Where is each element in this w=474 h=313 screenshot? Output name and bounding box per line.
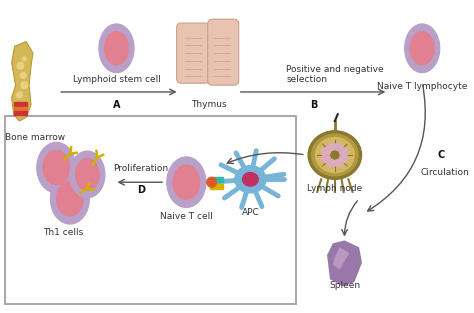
Ellipse shape xyxy=(339,154,348,162)
Text: Bone marrow: Bone marrow xyxy=(5,133,65,142)
Ellipse shape xyxy=(405,24,440,73)
Text: Circulation: Circulation xyxy=(420,168,469,177)
FancyBboxPatch shape xyxy=(5,116,296,304)
Text: APC: APC xyxy=(242,208,259,218)
Ellipse shape xyxy=(43,151,70,185)
Ellipse shape xyxy=(410,32,434,65)
Ellipse shape xyxy=(321,148,330,156)
Ellipse shape xyxy=(99,24,134,73)
Text: Naive T cell: Naive T cell xyxy=(160,212,213,221)
Bar xyxy=(210,177,223,182)
Ellipse shape xyxy=(308,131,362,179)
Ellipse shape xyxy=(173,165,200,199)
Ellipse shape xyxy=(57,182,83,216)
Ellipse shape xyxy=(339,148,348,156)
Circle shape xyxy=(21,82,27,89)
Circle shape xyxy=(20,102,25,107)
FancyBboxPatch shape xyxy=(208,19,239,85)
Ellipse shape xyxy=(327,143,336,151)
Circle shape xyxy=(17,62,24,69)
Ellipse shape xyxy=(207,177,217,187)
Polygon shape xyxy=(12,42,33,121)
Polygon shape xyxy=(327,240,362,286)
Text: D: D xyxy=(137,185,145,195)
Ellipse shape xyxy=(70,151,105,198)
Text: Th1 cells: Th1 cells xyxy=(43,228,83,237)
Bar xyxy=(210,184,223,189)
Ellipse shape xyxy=(167,157,206,208)
Text: Thymus: Thymus xyxy=(191,100,227,109)
Ellipse shape xyxy=(334,159,343,167)
Circle shape xyxy=(22,57,26,61)
Text: A: A xyxy=(113,100,120,110)
Ellipse shape xyxy=(105,32,128,65)
Polygon shape xyxy=(333,247,349,269)
Ellipse shape xyxy=(311,134,358,176)
Ellipse shape xyxy=(315,138,354,172)
Text: Lymphoid stem cell: Lymphoid stem cell xyxy=(73,75,160,84)
Ellipse shape xyxy=(321,155,330,162)
Text: C: C xyxy=(438,150,445,160)
Text: Spleen: Spleen xyxy=(329,281,360,290)
Ellipse shape xyxy=(75,159,99,190)
Text: Positive and negative
selection: Positive and negative selection xyxy=(286,65,384,84)
Bar xyxy=(14,106,27,110)
Text: Proliferation: Proliferation xyxy=(113,165,168,173)
FancyBboxPatch shape xyxy=(177,23,210,83)
Text: Naive T lymphocyte: Naive T lymphocyte xyxy=(377,82,467,91)
Ellipse shape xyxy=(235,166,266,193)
Circle shape xyxy=(331,151,339,159)
Text: Lymph node: Lymph node xyxy=(307,184,363,193)
Ellipse shape xyxy=(327,159,336,167)
Ellipse shape xyxy=(334,143,343,151)
Text: B: B xyxy=(310,100,317,110)
Circle shape xyxy=(17,92,22,98)
Bar xyxy=(14,111,27,115)
Ellipse shape xyxy=(50,173,89,224)
Bar xyxy=(14,102,27,105)
Circle shape xyxy=(20,73,26,78)
Ellipse shape xyxy=(37,142,76,193)
Ellipse shape xyxy=(243,172,258,186)
